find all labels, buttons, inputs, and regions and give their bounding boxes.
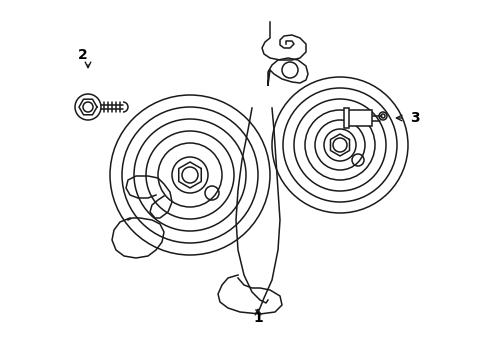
Text: 2: 2 bbox=[78, 48, 88, 62]
Text: 1: 1 bbox=[253, 311, 263, 325]
Text: 3: 3 bbox=[409, 111, 419, 125]
Bar bbox=[343, 108, 348, 128]
Bar bbox=[347, 110, 371, 126]
